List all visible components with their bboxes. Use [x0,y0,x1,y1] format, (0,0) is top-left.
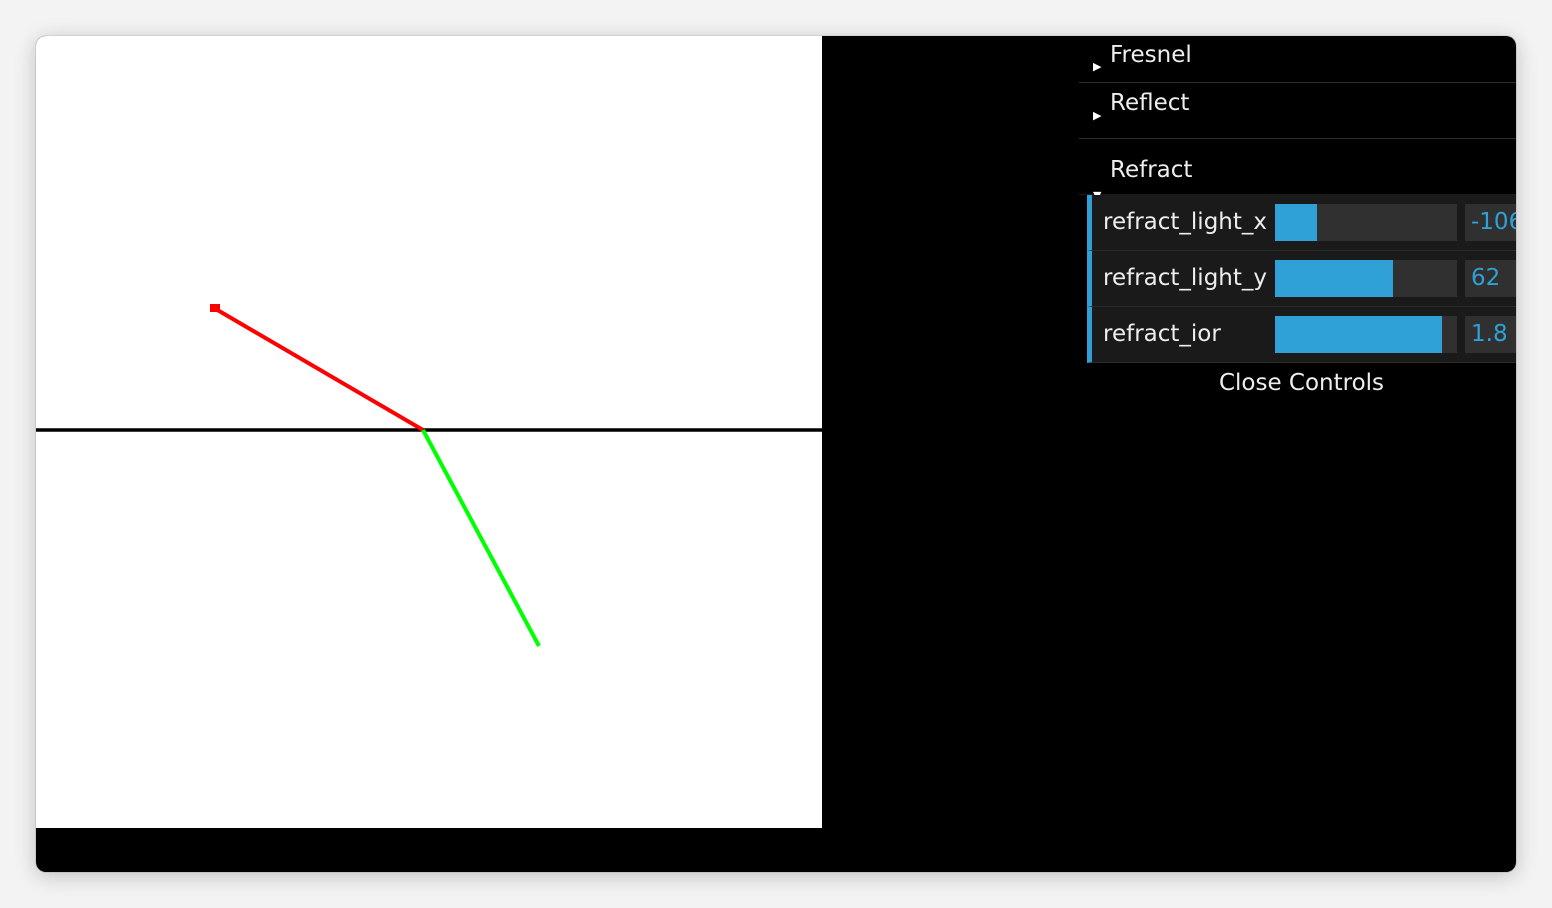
control-refract-light-y: refract_light_y 62 [1087,251,1516,307]
caret-right-icon: ▶ [1093,109,1102,122]
control-label: refract_ior [1103,321,1221,347]
folder-reflect[interactable]: ▶ Reflect [1079,83,1516,139]
control-refract-ior: refract_ior 1.8 [1087,307,1516,363]
refract-light-x-slider[interactable] [1275,204,1457,241]
app-window: ▶ Fresnel ▶ Reflect ▼ Refract refract_li… [36,36,1516,872]
refract-light-y-input[interactable]: 62 [1465,260,1516,297]
scene-svg [36,304,822,647]
folder-fresnel[interactable]: ▶ Fresnel [1079,36,1516,83]
render-canvas[interactable] [36,36,822,828]
caret-right-icon: ▶ [1093,60,1102,73]
control-label: refract_light_y [1103,265,1267,291]
refract-light-x-input[interactable]: -106 [1465,204,1516,241]
refract-ior-input[interactable]: 1.8 [1465,316,1516,353]
refracted-ray [421,429,541,647]
folder-label: Reflect [1110,90,1190,116]
controls-panel: ▶ Fresnel ▶ Reflect ▼ Refract refract_li… [1079,36,1516,403]
slider-fill [1275,316,1443,353]
folder-label: Refract [1110,157,1193,183]
incident-ray [212,306,425,432]
slider-fill [1275,260,1394,297]
slider-fill [1275,204,1317,241]
refract-ior-slider[interactable] [1275,316,1457,353]
folder-label: Fresnel [1110,42,1192,68]
refract-light-y-slider[interactable] [1275,260,1457,297]
light-source-marker[interactable] [210,304,220,312]
control-label: refract_light_x [1103,209,1267,235]
close-controls-button[interactable]: Close Controls [1218,370,1385,396]
folder-refract[interactable]: ▼ Refract [1079,139,1516,202]
control-refract-light-x: refract_light_x -106 [1087,195,1516,251]
